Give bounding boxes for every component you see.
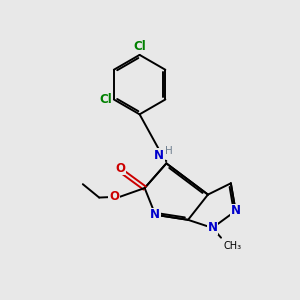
Text: Cl: Cl	[133, 40, 146, 53]
Text: N: N	[231, 204, 241, 218]
Text: CH₃: CH₃	[224, 241, 242, 251]
Text: N: N	[150, 208, 160, 221]
Text: H: H	[165, 146, 173, 156]
Text: O: O	[109, 190, 119, 203]
Text: N: N	[154, 149, 164, 162]
Text: Cl: Cl	[100, 93, 112, 106]
Text: N: N	[207, 221, 218, 234]
Text: O: O	[116, 162, 126, 175]
